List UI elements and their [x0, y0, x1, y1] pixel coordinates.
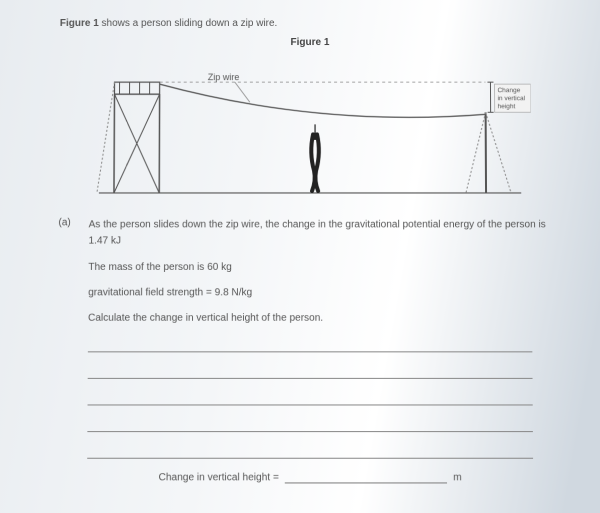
svg-text:height: height: [498, 103, 516, 110]
final-answer-label: Change in vertical height =: [159, 472, 279, 483]
worksheet-page: Figure 1 shows a person sliding down a z…: [0, 0, 600, 483]
zip-wire-label: Zip wire: [208, 72, 240, 82]
blank-line: [88, 336, 533, 352]
zipwire-diagram: Zip wire Change in vertical height: [89, 52, 532, 203]
blank-line: [88, 363, 533, 379]
svg-text:in vertical: in vertical: [498, 95, 526, 102]
figure-caption: Figure 1 shows a person sliding down a z…: [60, 18, 560, 29]
g-statement: gravitational field strength = 9.8 N/kg: [88, 285, 562, 300]
caption-text: shows a person sliding down a zip wire.: [99, 18, 278, 29]
final-answer-row: Change in vertical height = m: [87, 469, 533, 483]
caption-bold: Figure 1: [60, 18, 99, 29]
svg-text:Change: Change: [497, 87, 520, 94]
blank-line: [88, 389, 533, 405]
question-part-a: (a) As the person slides down the zip wi…: [58, 217, 562, 249]
calc-instruction: Calculate the change in vertical height …: [88, 311, 562, 326]
figure-title: Figure 1: [60, 37, 561, 48]
blank-line: [87, 416, 533, 432]
part-label: (a): [58, 217, 76, 249]
mass-statement: The mass of the person is 60 kg: [88, 260, 562, 275]
part-text: As the person slides down the zip wire, …: [88, 217, 561, 249]
unit-label: m: [453, 472, 462, 483]
answer-area: [57, 336, 564, 459]
final-answer-blank: [285, 469, 447, 483]
blank-line: [87, 442, 533, 458]
